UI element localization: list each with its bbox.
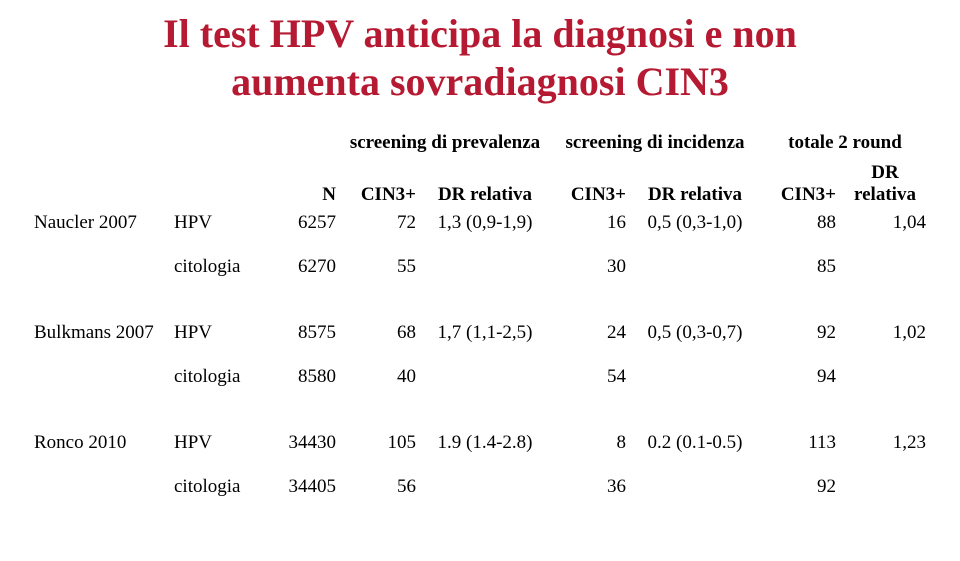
cell-c3: 94 — [760, 362, 840, 392]
group-prevalence: screening di prevalenza — [340, 130, 550, 160]
table-row: citologia 8580 40 54 94 — [30, 362, 930, 392]
slide-title: Il test HPV anticipa la diagnosi e non a… — [30, 10, 930, 106]
cell-d1 — [420, 362, 550, 392]
row-label: HPV — [170, 428, 260, 458]
title-line-1: Il test HPV anticipa la diagnosi e non — [30, 10, 930, 58]
cell-c2: 30 — [550, 252, 630, 282]
col-d3-top: DR — [871, 162, 898, 183]
cell-c3: 88 — [760, 208, 840, 238]
cell-n: 34430 — [260, 428, 340, 458]
col-d3-bottom: relativa — [854, 184, 916, 205]
cell-c1: 40 — [340, 362, 420, 392]
cell-n: 34405 — [260, 472, 340, 502]
row-label: citologia — [170, 472, 260, 502]
cell-d1: 1,7 (1,1-2,5) — [420, 318, 550, 348]
cell-c1: 105 — [340, 428, 420, 458]
table-row: Ronco 2010 HPV 34430 105 1.9 (1.4-2.8) 8… — [30, 428, 930, 458]
data-table: screening di prevalenza screening di inc… — [30, 130, 930, 502]
cell-c2: 36 — [550, 472, 630, 502]
study-name: Ronco 2010 — [30, 428, 170, 458]
cell-c1: 56 — [340, 472, 420, 502]
cell-d3 — [840, 472, 930, 502]
col-d1: DR relativa — [420, 160, 550, 208]
study-name: Naucler 2007 — [30, 208, 170, 238]
col-c2: CIN3+ — [550, 160, 630, 208]
row-label: citologia — [170, 362, 260, 392]
cell-c2: 24 — [550, 318, 630, 348]
cell-n: 8575 — [260, 318, 340, 348]
slide: Il test HPV anticipa la diagnosi e non a… — [0, 0, 960, 561]
cell-n: 6270 — [260, 252, 340, 282]
study-name: Bulkmans 2007 — [30, 318, 170, 348]
cell-c3: 113 — [760, 428, 840, 458]
cell-c3: 92 — [760, 318, 840, 348]
cell-c1: 72 — [340, 208, 420, 238]
cell-d3: 1,04 — [840, 208, 930, 238]
table-row: citologia 6270 55 30 85 — [30, 252, 930, 282]
group-header-row: screening di prevalenza screening di inc… — [30, 130, 930, 160]
cell-d2 — [630, 362, 760, 392]
cell-d1: 1.9 (1.4-2.8) — [420, 428, 550, 458]
cell-n: 8580 — [260, 362, 340, 392]
col-d3: DR relativa — [840, 160, 930, 208]
row-label: HPV — [170, 208, 260, 238]
cell-d1 — [420, 252, 550, 282]
row-label: citologia — [170, 252, 260, 282]
cell-d2: 0.2 (0.1-0.5) — [630, 428, 760, 458]
cell-d2 — [630, 252, 760, 282]
cell-d3 — [840, 252, 930, 282]
cell-c3: 85 — [760, 252, 840, 282]
row-label: HPV — [170, 318, 260, 348]
cell-c2: 8 — [550, 428, 630, 458]
cell-d1 — [420, 472, 550, 502]
group-incidence: screening di incidenza — [550, 130, 760, 160]
col-d2: DR relativa — [630, 160, 760, 208]
cell-n: 6257 — [260, 208, 340, 238]
cell-c1: 68 — [340, 318, 420, 348]
group-total: totale 2 round — [760, 130, 930, 160]
title-line-2: aumenta sovradiagnosi CIN3 — [30, 58, 930, 106]
cell-d1: 1,3 (0,9-1,9) — [420, 208, 550, 238]
cell-d2 — [630, 472, 760, 502]
cell-c1: 55 — [340, 252, 420, 282]
table-row: Naucler 2007 HPV 6257 72 1,3 (0,9-1,9) 1… — [30, 208, 930, 238]
cell-d2: 0,5 (0,3-1,0) — [630, 208, 760, 238]
cell-d2: 0,5 (0,3-0,7) — [630, 318, 760, 348]
col-n: N — [260, 160, 340, 208]
table-row: Bulkmans 2007 HPV 8575 68 1,7 (1,1-2,5) … — [30, 318, 930, 348]
cell-d3: 1,23 — [840, 428, 930, 458]
col-c3: CIN3+ — [760, 160, 840, 208]
cell-c3: 92 — [760, 472, 840, 502]
cell-d3 — [840, 362, 930, 392]
cell-c2: 16 — [550, 208, 630, 238]
cell-d3: 1,02 — [840, 318, 930, 348]
table-row: citologia 34405 56 36 92 — [30, 472, 930, 502]
cell-c2: 54 — [550, 362, 630, 392]
col-header-row: N CIN3+ DR relativa CIN3+ DR relativa CI… — [30, 160, 930, 208]
col-c1: CIN3+ — [340, 160, 420, 208]
